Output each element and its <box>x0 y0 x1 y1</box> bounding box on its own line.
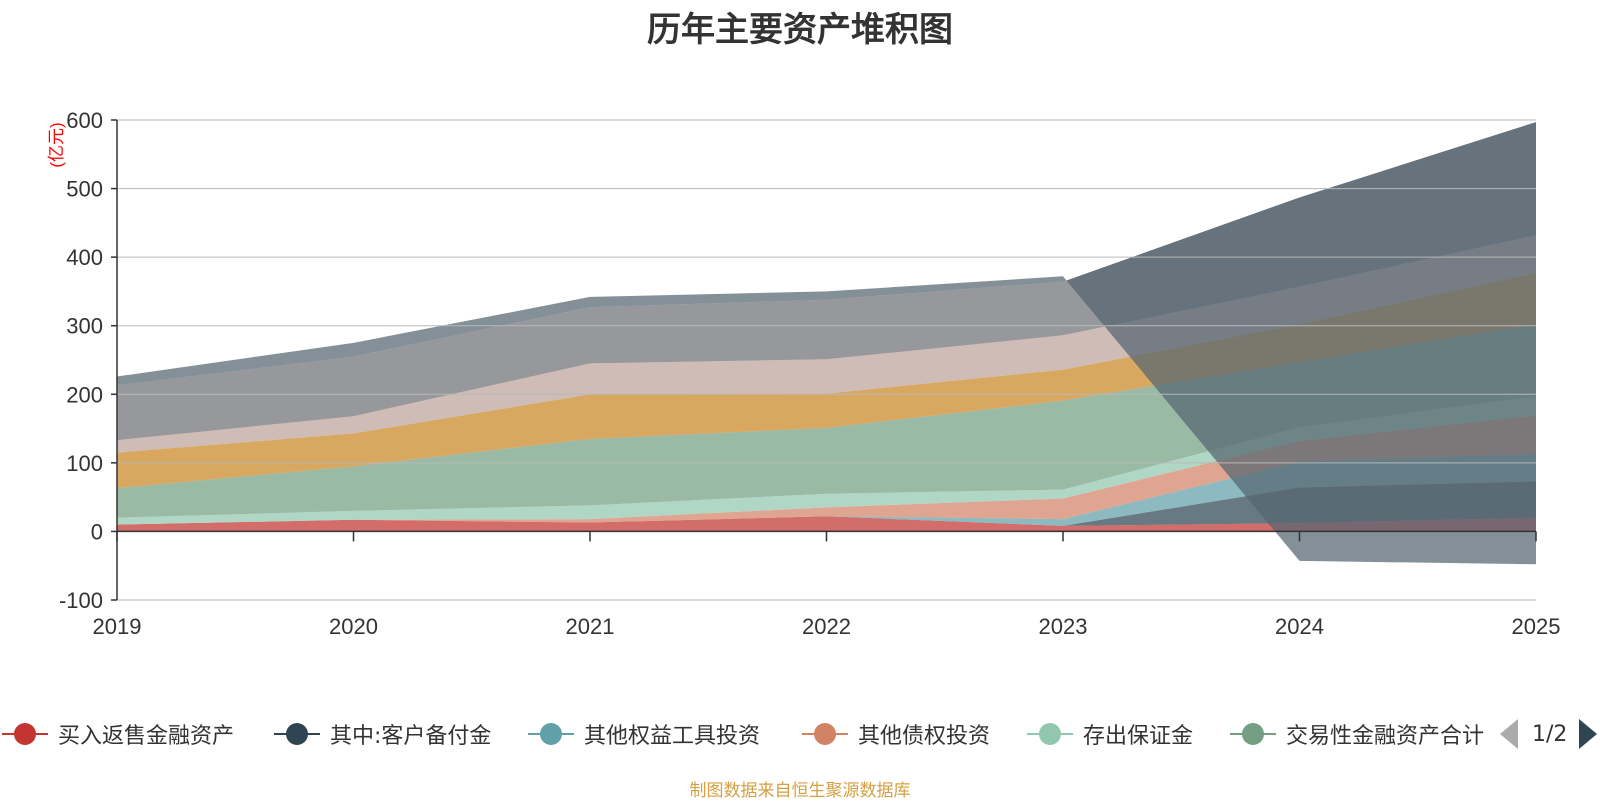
legend: 1/2 买入返售金融资产 其中:客户备付金 其他权益工具投资 其他债权投资 存出保证金 交… <box>0 714 1600 754</box>
area-series[interactable] <box>117 122 1536 565</box>
x-tick-label: 2020 <box>329 614 378 639</box>
legend-label: 买入返售金融资产 <box>58 724 235 749</box>
y-tick-label: 500 <box>66 177 103 202</box>
legend-page-indicator: 1/2 <box>1532 721 1568 747</box>
x-tick-label: 2025 <box>1512 614 1561 639</box>
y-tick-label: 200 <box>66 382 103 407</box>
y-tick-label: 300 <box>66 314 103 339</box>
legend-marker-icon <box>526 721 576 747</box>
y-axis-label: (亿元) <box>47 122 66 167</box>
y-tick-label: -100 <box>59 588 103 613</box>
x-tick-label: 2021 <box>566 614 615 639</box>
legend-prev-page-button[interactable] <box>1500 719 1518 749</box>
legend-label: 存出保证金 <box>1083 724 1194 749</box>
source-note: 制图数据来自恒生聚源数据库 <box>689 781 911 801</box>
legend-pager: 1/2 <box>1500 714 1598 754</box>
area-series[interactable] <box>117 272 1536 489</box>
axis-layer: -100 0 100 200 300 400 500 600 2019 2020 2021 2022 2… <box>59 108 1561 639</box>
chart-title: 历年主要资产堆积图 <box>647 10 953 50</box>
legend-item[interactable]: 买入返售金融资产 <box>0 714 234 754</box>
legend-item[interactable]: 交易性金融资产合计 <box>1228 714 1484 754</box>
areas-layer <box>117 122 1536 565</box>
legend-marker-icon <box>272 721 322 747</box>
legend-marker-icon <box>0 721 50 747</box>
chart-plot: -100 0 100 200 300 400 500 600 2019 2020 2021 2022 2… <box>47 108 1561 639</box>
legend-label: 其中:客户备付金 <box>330 724 492 749</box>
legend-marker-icon <box>1228 721 1278 747</box>
legend-next-page-button[interactable] <box>1579 719 1598 749</box>
legend-marker-icon <box>800 721 850 747</box>
legend-item[interactable]: 其他权益工具投资 <box>526 714 760 754</box>
y-tick-label: 100 <box>66 451 103 476</box>
legend-marker-icon <box>1025 721 1075 747</box>
y-tick-label: 400 <box>66 245 103 270</box>
legend-label: 交易性金融资产合计 <box>1286 724 1485 749</box>
area-series[interactable] <box>117 324 1536 518</box>
legend-label: 其他权益工具投资 <box>584 724 761 749</box>
y-tick-label: 600 <box>66 108 103 133</box>
legend-item[interactable]: 其他债权投资 <box>800 714 990 754</box>
legend-item[interactable]: 其中:客户备付金 <box>272 714 491 754</box>
x-tick-label: 2024 <box>1275 614 1324 639</box>
area-series[interactable] <box>117 396 1536 525</box>
x-tick-label: 2022 <box>802 614 851 639</box>
area-series[interactable] <box>117 481 1536 526</box>
legend-label: 其他债权投资 <box>858 724 991 749</box>
y-tick-label: 0 <box>91 519 103 544</box>
legend-item[interactable]: 存出保证金 <box>1025 714 1193 754</box>
area-series[interactable] <box>117 235 1536 453</box>
area-series[interactable] <box>117 122 1536 441</box>
area-series[interactable] <box>117 516 1536 532</box>
x-tick-label: 2023 <box>1039 614 1088 639</box>
x-tick-label: 2019 <box>93 614 142 639</box>
grid-layer <box>117 119 1536 601</box>
